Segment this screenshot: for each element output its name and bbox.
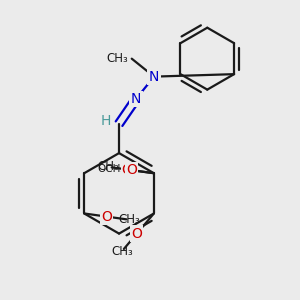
Text: CH₃: CH₃ [118, 213, 140, 226]
Text: O: O [126, 163, 137, 177]
Text: CH₃: CH₃ [106, 52, 128, 65]
Text: O: O [131, 226, 142, 241]
Text: CH₃: CH₃ [98, 160, 119, 173]
Text: OCH₃: OCH₃ [98, 164, 125, 174]
Text: CH₃: CH₃ [111, 245, 133, 258]
Text: N: N [131, 92, 141, 106]
Text: H: H [101, 114, 111, 128]
Text: O: O [121, 163, 132, 177]
Text: N: N [149, 70, 159, 84]
Text: O: O [101, 210, 112, 224]
